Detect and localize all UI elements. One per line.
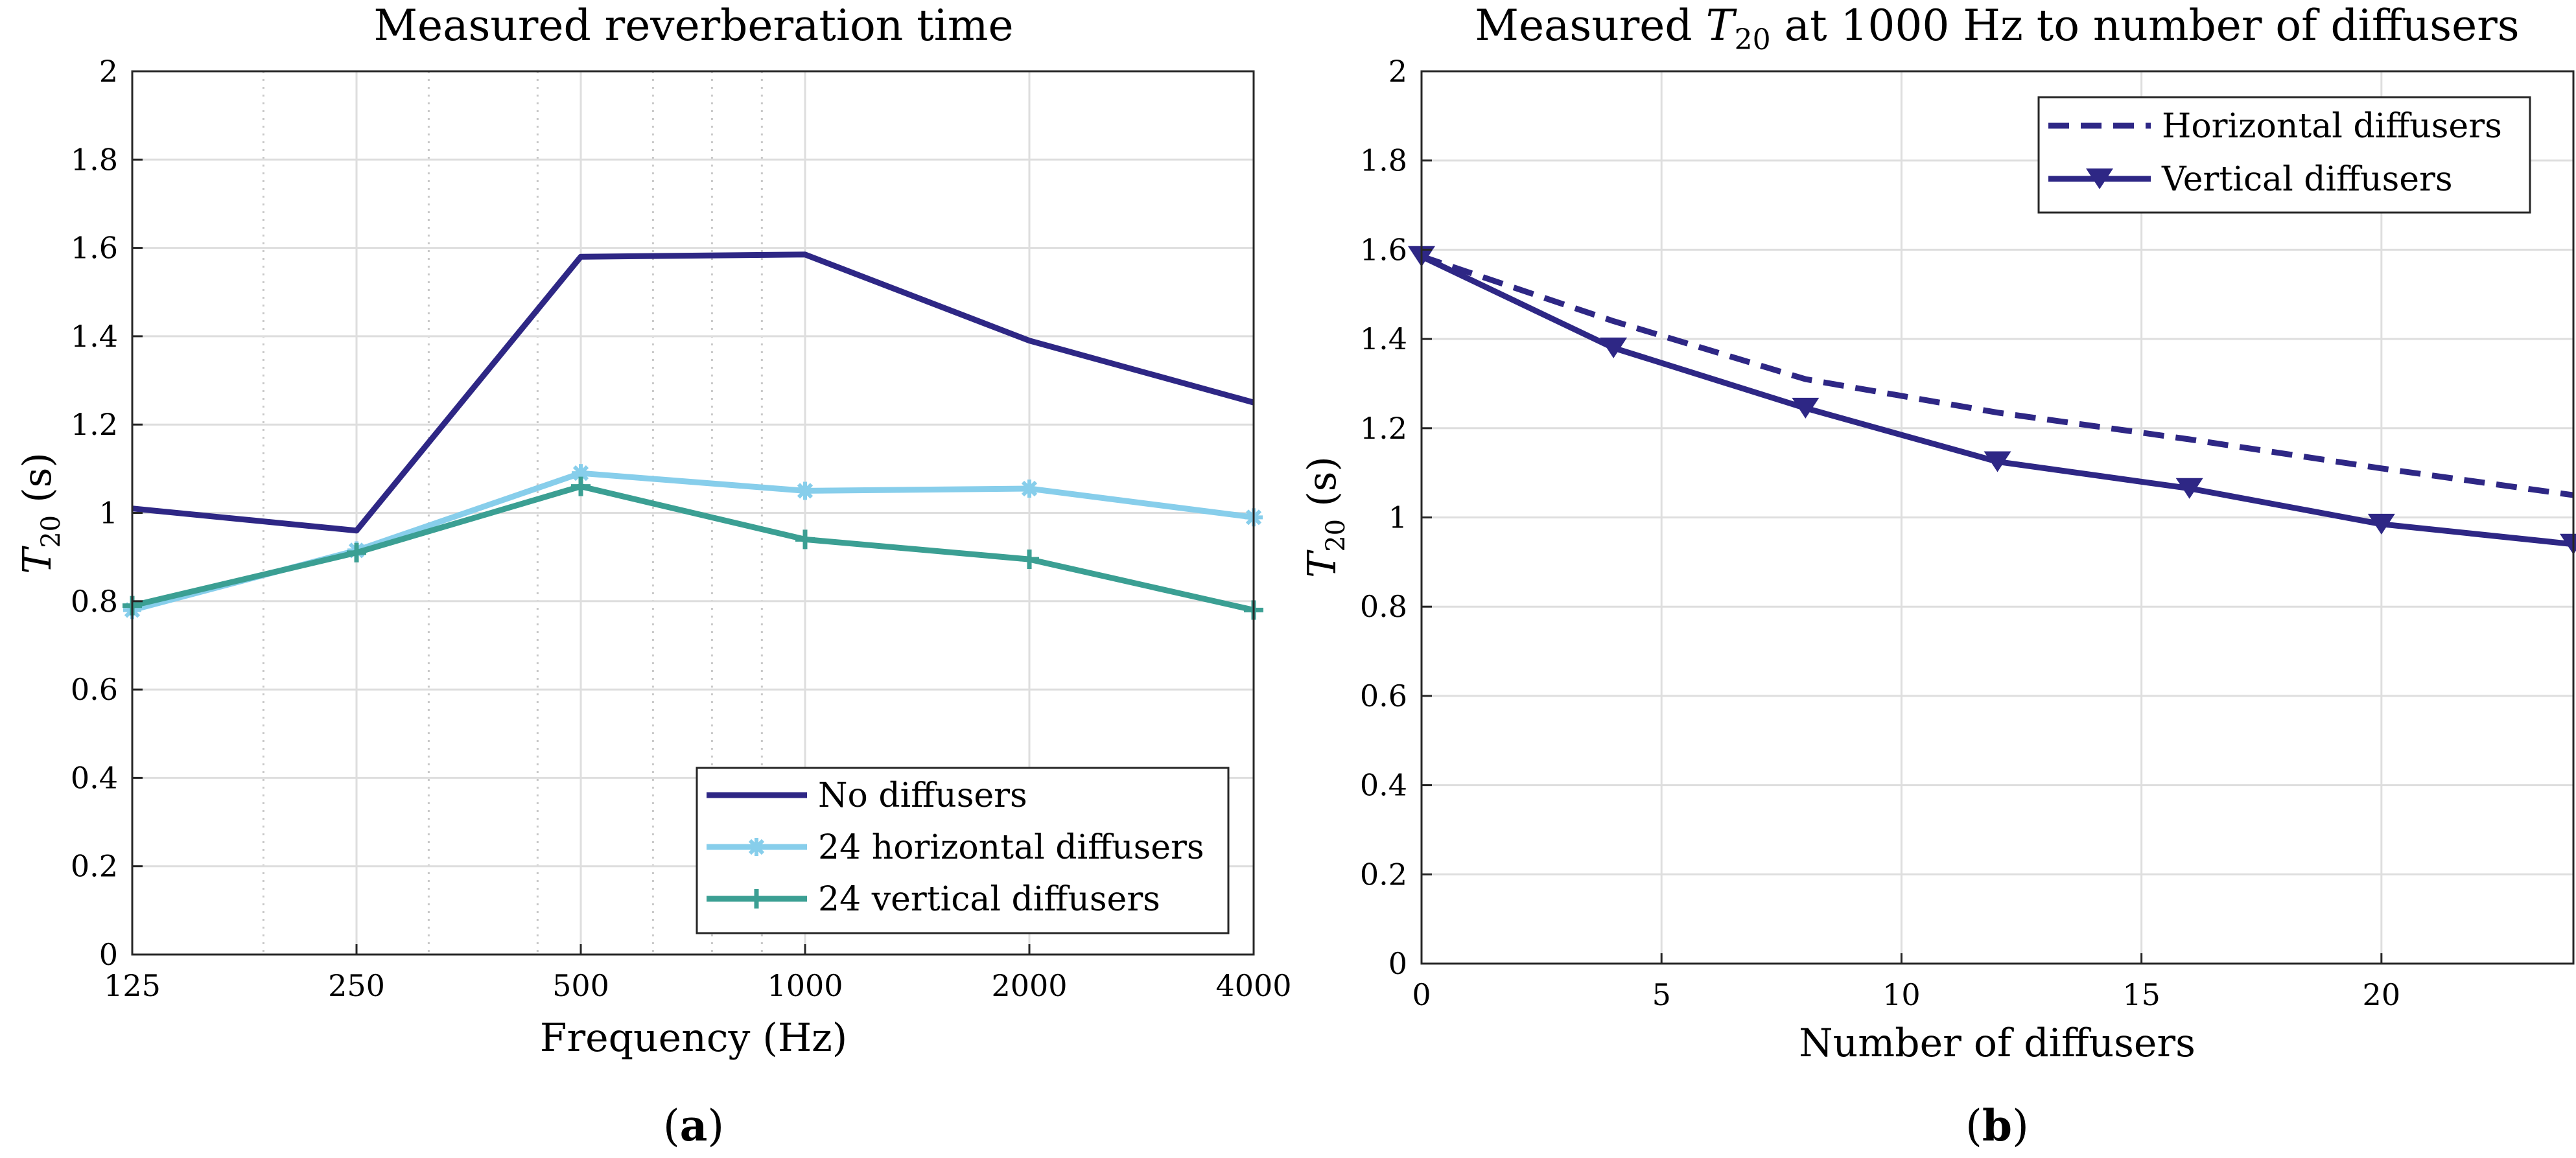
- legend-label-24-vertical: 24 vertical diffusers: [818, 880, 1160, 919]
- panel-a-y-tick-label: 1.8: [71, 142, 118, 177]
- panel-b-y-tick-label: 1: [1388, 500, 1407, 535]
- panel-b-y-tick-label: 0.4: [1360, 768, 1407, 803]
- series-line-horizontal-diffusers: [1420, 253, 2574, 498]
- panel-b-legend-box: [2037, 96, 2531, 214]
- panel-a-y-tick-label: 1.4: [71, 319, 118, 354]
- legend-entry-24-vertical: 24 vertical diffusers: [707, 880, 1160, 919]
- legend-label-horizontal-diffusers: Horizontal diffusers: [2162, 107, 2502, 146]
- panel-a-x-tick-label: 250: [328, 968, 385, 1003]
- data-point-vertical-diffusers: [1792, 397, 1820, 419]
- panel-b-y-tick-label: 2: [1388, 54, 1407, 89]
- panel-b-x-tick-label: 5: [1652, 977, 1671, 1012]
- panel-b-title: Measured T20 at 1000 Hz to number of dif…: [1475, 1, 2519, 56]
- panel-b-x-axis-label: Number of diffusers: [1799, 1021, 2195, 1066]
- panel-b-y-tick-label: 0.2: [1360, 857, 1407, 892]
- panel-b-y-ticks: 0 0.2 0.4 0.6 0.8 1 1.2 1.4 1.6 1.8 2: [1360, 54, 1432, 981]
- data-point-24-vertical-diffusers: [347, 542, 366, 562]
- panel-a-y-tick-label: 2: [99, 54, 118, 89]
- panel-a-x-tick-label: 125: [104, 968, 161, 1003]
- panel-a-x-ticks: 125 250 500 1000 2000 4000: [104, 944, 1292, 1003]
- panel-b-x-tick-label: 20: [2363, 977, 2401, 1012]
- series-line-24-vertical-diffusers: [131, 483, 1254, 613]
- panel-a-caption: (a): [663, 1100, 724, 1151]
- panel-a-x-tick-label: 1000: [767, 968, 843, 1003]
- panel-a-y-tick-label: 1.2: [71, 407, 118, 442]
- data-point-24-vertical-diffusers: [795, 529, 815, 550]
- panel-b-y-axis-label: T20 (s): [1300, 456, 1351, 578]
- panel-b-series: [1408, 246, 2576, 555]
- data-point-24-horizontal-diffusers: [1020, 480, 1038, 498]
- panel-a-y-tick-label: 1: [99, 496, 118, 531]
- series-line-24-horizontal-diffusers: [131, 470, 1254, 613]
- legend-entry-24-horizontal: 24 horizontal diffusers: [707, 828, 1204, 867]
- panel-b-y-tick-label: 1.4: [1360, 321, 1407, 356]
- panel-a-x-tick-label: 500: [552, 968, 609, 1003]
- legend-entry-no-diffusers: No diffusers: [707, 776, 1027, 815]
- panel-b-caption: (b): [1965, 1100, 2029, 1151]
- panel-a-series: [123, 251, 1263, 620]
- panel-a-y-tick-label: 1.6: [71, 231, 118, 266]
- panel-a-y-tick-label: 0.8: [71, 584, 118, 619]
- panel-a-y-ticks: 0 0.2 0.4 0.6 0.8 1 1.2 1.4 1.6 1.8 2: [71, 54, 143, 972]
- legend-entry-vertical-diffusers: Vertical diffusers: [2048, 160, 2453, 199]
- data-point-24-horizontal-diffusers: [796, 481, 814, 500]
- panel-a-y-axis-label: T20 (s): [15, 452, 66, 574]
- series-line-no-diffusers: [132, 251, 1255, 534]
- panel-a-y-tick-label: 0.6: [71, 672, 118, 707]
- data-point-vertical-diffusers: [2367, 513, 2395, 535]
- panel-b-x-ticks: 0 5 10 15 20: [1412, 953, 2400, 1012]
- data-point-vertical-diffusers: [2175, 478, 2203, 499]
- panel-a-y-tick-label: 0.4: [71, 760, 118, 795]
- data-point-vertical-diffusers: [2560, 533, 2576, 555]
- panel-b-x-tick-label: 15: [2122, 977, 2160, 1012]
- panel-a-y-tick-label: 0.2: [71, 849, 118, 884]
- legend-label-24-horizontal: 24 horizontal diffusers: [818, 828, 1204, 867]
- panel-b-y-tick-label: 1.8: [1360, 143, 1407, 178]
- series-line-vertical-diffusers: [1420, 253, 2574, 548]
- panel-b: Measured T20 at 1000 Hz to number of dif…: [1300, 1, 2576, 1151]
- panel-a-y-tick-label: 0: [99, 937, 118, 972]
- legend-marker-vertical-diffusers: [2086, 168, 2113, 189]
- data-point-24-vertical-diffusers: [1020, 550, 1039, 570]
- legend-entry-horizontal-diffusers: Horizontal diffusers: [2048, 107, 2502, 146]
- legend-label-no-diffusers: No diffusers: [818, 776, 1027, 815]
- panel-a-x-tick-label: 4000: [1215, 968, 1291, 1003]
- panel-a-title: Measured reverberation time: [373, 1, 1013, 51]
- legend-marker-24-vertical: [747, 889, 766, 909]
- panel-b-x-tick-label: 10: [1882, 977, 1921, 1012]
- panel-a-legend: No diffusers 24 horizontal diffusers 24 …: [696, 767, 1230, 934]
- panel-b-y-tick-label: 1.6: [1360, 232, 1407, 267]
- panel-a: Measured reverberation time 0 0.2 0.4 0.6 0.…: [15, 1, 1292, 1151]
- data-point-vertical-diffusers: [1600, 337, 1628, 358]
- panel-b-y-tick-label: 0: [1388, 946, 1407, 981]
- panel-b-y-tick-label: 0.6: [1360, 678, 1407, 713]
- panel-b-legend: Horizontal diffusers Vertical diffusers: [2037, 96, 2531, 214]
- panel-b-y-tick-label: 1.2: [1360, 411, 1407, 446]
- panel-b-y-tick-label: 0.8: [1360, 589, 1407, 624]
- panel-b-x-tick-label: 0: [1412, 977, 1431, 1012]
- legend-label-vertical-diffusers: Vertical diffusers: [2161, 160, 2453, 199]
- panel-a-x-axis-label: Frequency (Hz): [540, 1015, 847, 1061]
- data-point-vertical-diffusers: [1984, 451, 2011, 472]
- data-point-24-vertical-diffusers: [571, 476, 591, 496]
- panel-a-x-tick-label: 2000: [991, 968, 1067, 1003]
- legend-marker-24-horizontal: [747, 838, 766, 856]
